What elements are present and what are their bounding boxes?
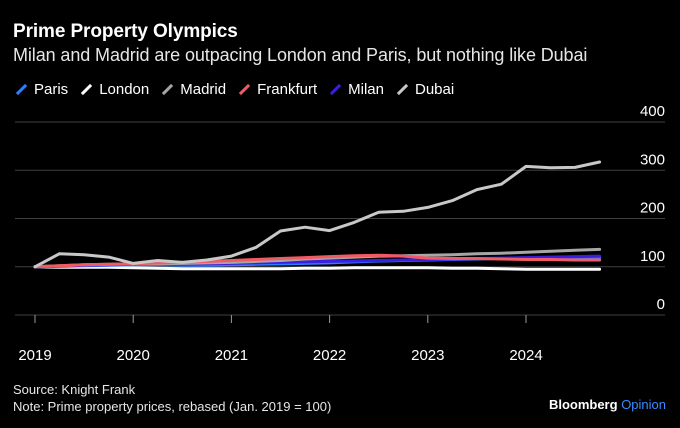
legend-label: London	[99, 81, 150, 98]
x-tick-label: 2021	[215, 347, 248, 364]
series-lines	[33, 160, 602, 271]
x-tick-label: 2023	[411, 347, 444, 364]
y-tick-label: 200	[640, 200, 665, 217]
legend-label: Dubai	[414, 81, 455, 98]
x-axis-labels: 2019 2020 2021 2022 2023 2024	[18, 347, 542, 364]
legend-item-london: London	[80, 81, 149, 98]
x-tick-label: 2024	[509, 347, 542, 364]
legend-item-dubai: Dubai	[396, 81, 454, 98]
x-tick-label: 2020	[117, 347, 150, 364]
brand-logo: Bloomberg Opinion	[549, 397, 666, 412]
legend-item-madrid: Madrid	[161, 81, 226, 98]
series-line-dubai	[33, 160, 602, 269]
footer-notes: Source: Knight Frank Note: Prime propert…	[13, 381, 331, 415]
y-tick-label: 100	[640, 248, 665, 265]
legend-item-paris: Paris	[15, 81, 68, 98]
x-tick-label: 2019	[18, 347, 51, 364]
legend: Paris London Madrid Frankfurt Milan Dubai	[15, 81, 466, 98]
legend-label: Frankfurt	[257, 81, 318, 98]
legend-item-frankfurt: Frankfurt	[238, 81, 317, 98]
legend-label: Madrid	[180, 81, 227, 98]
x-axis-ticks	[34, 315, 527, 323]
chart-subtitle: Milan and Madrid are outpacing London an…	[13, 45, 588, 65]
brand-name: Bloomberg	[548, 397, 618, 412]
chart-title: Prime Property Olympics	[13, 21, 238, 42]
y-axis-labels: 0 100 200 300 400	[640, 103, 665, 313]
brand-section: Opinion	[621, 397, 666, 412]
source-note: Source: Knight Frank	[13, 382, 136, 397]
legend-label: Milan	[348, 81, 384, 98]
series-line-frankfurt	[33, 253, 602, 269]
y-tick-label: 0	[657, 296, 665, 313]
series-line-london	[33, 265, 602, 271]
legend-label: Paris	[34, 81, 69, 98]
y-tick-label: 300	[640, 151, 665, 168]
x-tick-label: 2022	[313, 347, 346, 364]
legend-item-milan: Milan	[329, 81, 384, 98]
data-note: Note: Prime property prices, rebased (Ja…	[13, 399, 332, 414]
y-tick-label: 400	[640, 103, 665, 120]
gridlines	[15, 121, 665, 316]
